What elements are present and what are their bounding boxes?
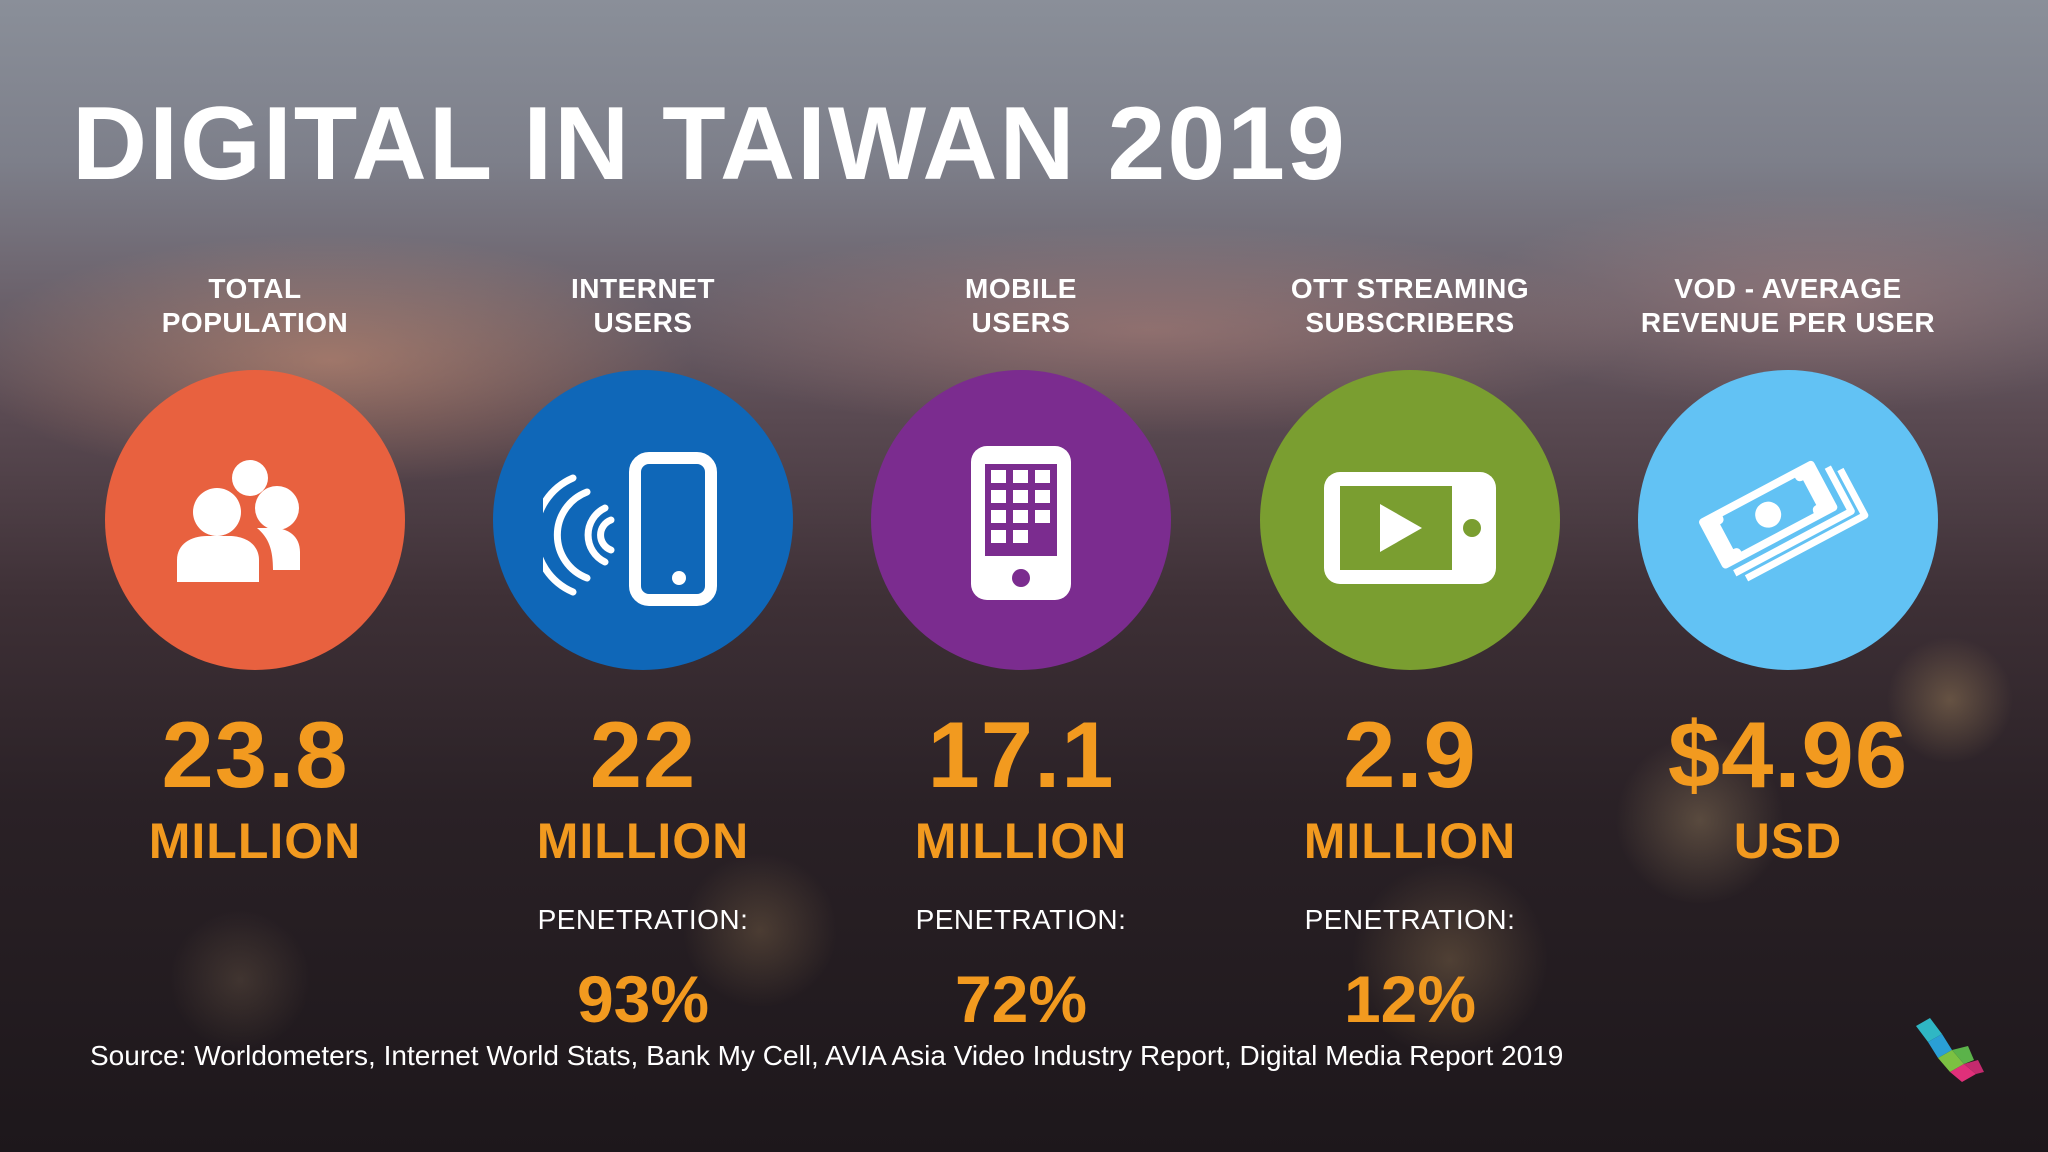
- stat-label: VOD - AVERAGE REVENUE PER USER: [1640, 273, 1936, 338]
- page-title: DIGITAL IN TAIWAN 2019: [72, 86, 1347, 202]
- mobile-unit: MILLION: [914, 813, 1128, 869]
- stat-label: OTT STREAMING SUBSCRIBERS: [1290, 273, 1530, 338]
- internet-value: 22: [589, 702, 697, 807]
- people-icon: [177, 460, 300, 582]
- brand-logo-icon: [1916, 1018, 1984, 1082]
- stat-label: INTERNET USERS: [571, 273, 715, 338]
- ott-penetration-value: 12%: [1343, 962, 1477, 1036]
- mobile-penetration-value: 72%: [954, 962, 1088, 1036]
- population-circle: [105, 370, 405, 670]
- vod-value: $4.96: [1667, 702, 1909, 807]
- mobile-phone-icon: [971, 446, 1071, 600]
- ott-penetration-label: PENETRATION:: [1304, 904, 1516, 935]
- source-citation: Source: Worldometers, Internet World Sta…: [90, 1040, 1564, 1071]
- mobile-penetration-label: PENETRATION:: [915, 904, 1127, 935]
- population-value: 23.8: [161, 702, 349, 807]
- internet-unit: MILLION: [536, 813, 750, 869]
- video-player-icon: [1324, 472, 1496, 584]
- mobile-value: 17.1: [927, 702, 1115, 807]
- internet-penetration-value: 93%: [576, 962, 710, 1036]
- ott-circle: [1260, 370, 1560, 670]
- ott-unit: MILLION: [1303, 813, 1517, 869]
- internet-penetration-label: PENETRATION:: [537, 904, 749, 935]
- stat-vod-arpu: VOD - AVERAGE REVENUE PER USER $4.96 USD: [1618, 272, 1958, 866]
- mobile-circle: [871, 370, 1171, 670]
- stat-label: MOBILE USERS: [965, 273, 1077, 338]
- vod-unit: USD: [1733, 813, 1843, 869]
- internet-circle: [493, 370, 793, 670]
- ott-value: 2.9: [1343, 702, 1477, 807]
- stat-mobile-users: MOBILE USERS 17.1 MILLION PENETRATION: 7…: [851, 272, 1191, 1032]
- stat-label: TOTAL POPULATION: [161, 273, 349, 338]
- stat-internet-users: INTERNET USERS 22 MILLION PENETRATION: 9…: [473, 272, 813, 1032]
- vod-circle: [1638, 370, 1938, 670]
- money-stack-icon: [1699, 460, 1869, 582]
- wireless-phone-icon: [543, 452, 717, 606]
- stat-ott-streaming: OTT STREAMING SUBSCRIBERS 2.9 MILLION PE…: [1240, 272, 1580, 1032]
- stat-total-population: TOTAL POPULATION 23.8 MILLION: [85, 272, 425, 866]
- population-unit: MILLION: [148, 813, 362, 869]
